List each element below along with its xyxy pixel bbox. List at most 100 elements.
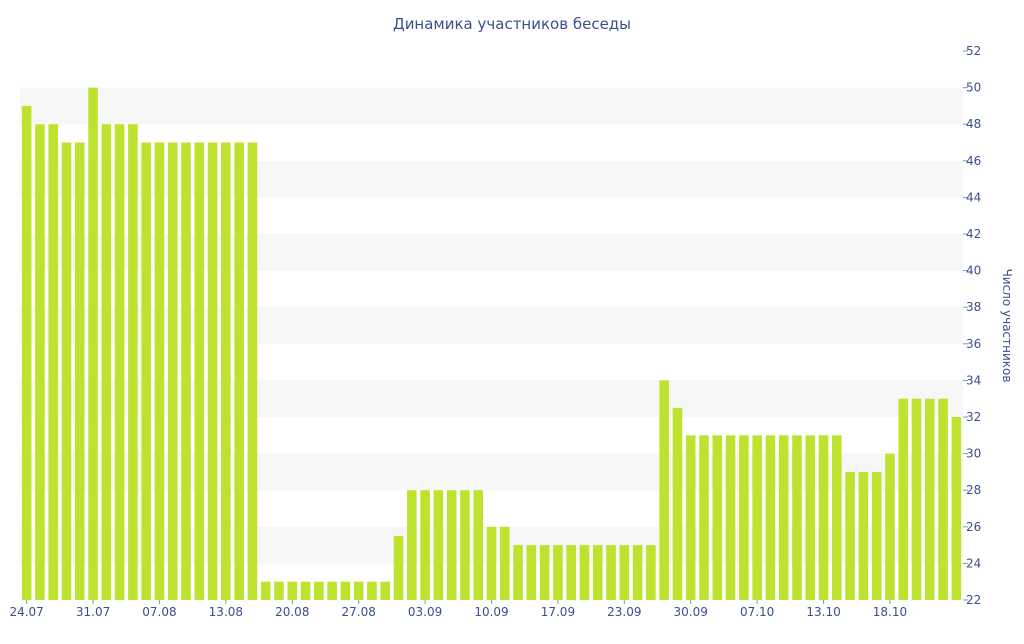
x-tick-label: 18.10 [873, 605, 907, 619]
bar[interactable] [539, 545, 550, 600]
y-tick-label: 22 [966, 593, 981, 607]
bar[interactable] [48, 124, 58, 600]
bar[interactable] [752, 435, 762, 600]
bar[interactable] [353, 581, 364, 600]
bar[interactable] [632, 545, 643, 600]
bar[interactable] [513, 545, 523, 600]
y-tick-label: 50 [966, 81, 981, 95]
bar[interactable] [938, 398, 948, 600]
bar[interactable] [181, 142, 191, 601]
bar[interactable] [141, 142, 151, 601]
bar[interactable] [340, 581, 351, 600]
x-tick-label: 10.09 [474, 605, 508, 619]
y-axis-label: Число участников [1000, 269, 1014, 383]
y-tick-label: 42 [966, 227, 981, 241]
bar[interactable] [951, 417, 962, 600]
bar[interactable] [473, 490, 483, 600]
bar[interactable] [592, 545, 603, 600]
y-tick-label: 44 [966, 190, 981, 204]
bar[interactable] [858, 471, 869, 600]
bar[interactable] [486, 526, 497, 600]
bar[interactable] [566, 545, 576, 600]
bar[interactable] [805, 435, 816, 600]
y-tick-label: 34 [966, 373, 981, 387]
bar[interactable] [699, 435, 709, 600]
y-tick-label: 48 [966, 117, 981, 131]
bar[interactable] [672, 407, 683, 600]
bar[interactable] [712, 435, 723, 600]
y-tick-label: 26 [966, 520, 981, 534]
bar[interactable] [433, 490, 444, 600]
bar[interactable] [818, 435, 829, 600]
bar[interactable] [885, 453, 895, 600]
bars-group [21, 87, 962, 601]
bar[interactable] [128, 124, 138, 600]
x-tick-label: 27.08 [342, 605, 376, 619]
bar[interactable] [207, 142, 218, 601]
bar[interactable] [287, 581, 298, 600]
y-tick-label: 36 [966, 337, 981, 351]
bar[interactable] [526, 545, 537, 600]
bar[interactable] [194, 142, 205, 601]
bar[interactable] [380, 581, 391, 600]
bar[interactable] [778, 435, 789, 600]
bar[interactable] [792, 435, 802, 600]
x-tick-label: 07.10 [740, 605, 774, 619]
bar[interactable] [234, 142, 244, 601]
bar[interactable] [659, 380, 669, 600]
bar[interactable] [88, 87, 98, 601]
bar[interactable] [221, 142, 231, 601]
bar[interactable] [420, 490, 430, 600]
x-tick-label: 31.07 [76, 605, 110, 619]
y-tick-label: 38 [966, 300, 981, 314]
y-tick-label: 32 [966, 410, 981, 424]
bar[interactable] [832, 435, 842, 600]
bar[interactable] [247, 142, 258, 601]
x-tick-label: 30.09 [674, 605, 708, 619]
bar[interactable] [460, 490, 470, 600]
bar[interactable] [300, 581, 311, 600]
bar[interactable] [407, 490, 417, 600]
x-tick-label: 20.08 [275, 605, 309, 619]
x-tick-label: 07.08 [142, 605, 176, 619]
bar[interactable] [871, 471, 882, 600]
bar[interactable] [898, 398, 909, 600]
y-tick-label: 24 [966, 556, 981, 570]
bar[interactable] [260, 581, 271, 600]
bar[interactable] [327, 581, 337, 600]
bar[interactable] [114, 124, 125, 600]
bar[interactable] [367, 581, 377, 600]
bar[interactable] [61, 142, 72, 601]
bar[interactable] [35, 124, 45, 600]
bar[interactable] [167, 142, 178, 601]
x-tick-label: 03.09 [408, 605, 442, 619]
y-tick-label: 46 [966, 154, 981, 168]
bar[interactable] [314, 581, 324, 600]
bar[interactable] [500, 526, 510, 600]
bar[interactable] [21, 105, 32, 601]
bar[interactable] [606, 545, 616, 600]
bar[interactable] [646, 545, 656, 600]
bar[interactable] [154, 142, 165, 601]
y-tick-label: 52 [966, 44, 981, 58]
bar[interactable] [393, 535, 404, 600]
bar[interactable] [685, 435, 696, 600]
bar[interactable] [911, 398, 922, 600]
bar[interactable] [446, 490, 457, 600]
y-tick-label: 28 [966, 483, 981, 497]
bar[interactable] [765, 435, 776, 600]
bar[interactable] [925, 398, 935, 600]
bar[interactable] [74, 142, 85, 601]
bar[interactable] [725, 435, 736, 600]
bar[interactable] [619, 545, 630, 600]
bar[interactable] [579, 545, 590, 600]
bar[interactable] [739, 435, 749, 600]
y-axis-ticks: 22 24 26 28 30 32 34 36 38 40 42 44 46 48 50 52 [963, 44, 981, 607]
grid-band [20, 87, 963, 125]
bar[interactable] [845, 471, 855, 600]
bar[interactable] [553, 545, 563, 600]
bar[interactable] [101, 124, 112, 600]
bar[interactable] [274, 581, 284, 600]
